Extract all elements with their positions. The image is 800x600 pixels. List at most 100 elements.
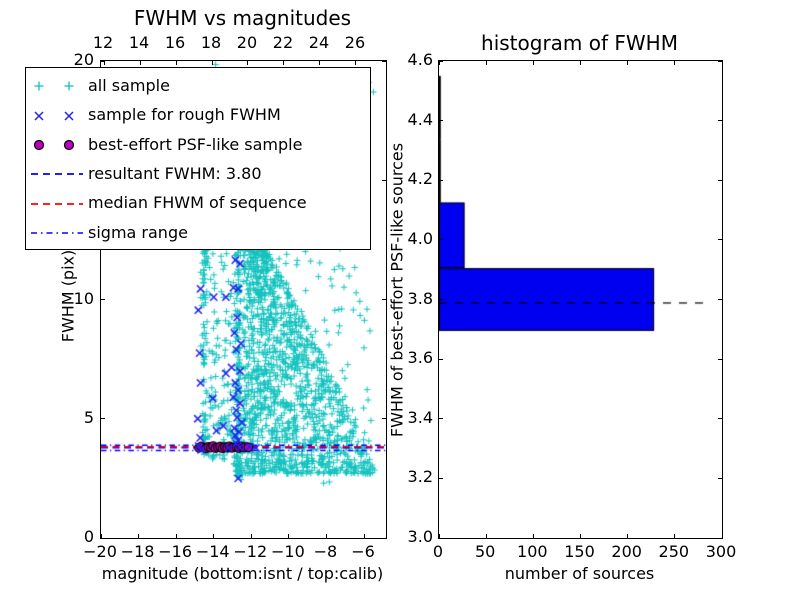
right-plot-title: histogram of FWHM <box>481 31 678 55</box>
tick-mark <box>439 60 443 62</box>
legend-symbol-dashdot-line <box>31 232 83 234</box>
left-xaxis-label: magnitude (bottom:isnt / top:calib) <box>101 564 384 583</box>
tick-mark <box>439 299 443 300</box>
tick-mark <box>718 239 722 241</box>
right-xaxis-label: number of sources <box>504 564 655 583</box>
tick-label: −16 <box>158 542 193 561</box>
legend-entry: sigma range <box>26 218 370 247</box>
tick-mark <box>382 60 386 62</box>
tick-mark <box>718 60 722 62</box>
tick-label: 18 <box>200 33 222 52</box>
tick-mark <box>175 61 177 65</box>
tick-mark <box>363 534 365 538</box>
legend-entry: median FHWM of sequence <box>26 189 370 218</box>
tick-label: 14 <box>128 33 150 52</box>
tick-label: −6 <box>351 542 375 561</box>
legend-entry-label: resultant FWHM: 3.80 <box>88 164 262 184</box>
tick-mark <box>438 61 440 65</box>
tick-mark <box>101 537 105 539</box>
legend: all sample sample for rough FWHM best-effo… <box>25 67 371 250</box>
tick-label: 24 <box>308 33 330 52</box>
legend-entry: best-effort PSF-like sample <box>26 130 370 159</box>
tick-label: 3.8 <box>407 288 433 308</box>
tick-label: 300 <box>705 542 737 561</box>
tick-mark <box>485 61 487 65</box>
tick-label: −18 <box>120 542 155 561</box>
tick-mark <box>382 418 386 420</box>
legend-entry-label: all sample <box>88 75 170 95</box>
legend-entry: resultant FWHM: 3.80 <box>26 159 370 188</box>
tick-mark <box>100 534 102 538</box>
tick-mark <box>382 179 386 181</box>
tick-mark <box>439 179 443 181</box>
tick-mark <box>718 179 722 181</box>
legend-entry-label: best-effort PSF-like sample <box>88 134 303 154</box>
tick-mark <box>101 418 105 420</box>
tick-mark <box>721 534 723 538</box>
legend-symbol-dashed-line <box>31 173 83 176</box>
tick-mark <box>439 239 443 241</box>
tick-mark <box>138 534 140 538</box>
tick-mark <box>439 358 443 360</box>
tick-mark <box>532 61 534 65</box>
tick-label: 4.2 <box>407 169 433 189</box>
tick-label: 4.6 <box>407 50 433 69</box>
tick-label: 20 <box>73 50 94 69</box>
tick-mark <box>439 537 443 539</box>
legend-entry-label: sample for rough FWHM <box>88 105 281 125</box>
tick-label: 100 <box>517 542 548 561</box>
tick-mark <box>485 534 487 538</box>
legend-symbol-dashed-line <box>31 202 83 205</box>
tick-mark <box>674 61 676 65</box>
tick-mark <box>325 534 327 538</box>
legend-symbol-x-x <box>34 111 74 121</box>
tick-mark <box>718 537 722 539</box>
tick-mark <box>211 61 213 65</box>
legend-entry: all sample <box>26 71 370 100</box>
tick-mark <box>721 61 723 65</box>
tick-mark <box>382 299 386 300</box>
tick-mark <box>718 418 722 420</box>
tick-label: 4.0 <box>407 228 433 248</box>
tick-label: 150 <box>564 542 595 561</box>
tick-mark <box>213 534 215 538</box>
left-plot-title: FWHM vs magnitudes <box>133 6 352 30</box>
tick-label: 3.6 <box>407 348 433 368</box>
tick-label: 4.4 <box>407 109 433 129</box>
tick-label: 250 <box>658 542 690 561</box>
tick-mark <box>580 61 581 65</box>
tick-label: 0 <box>432 542 444 561</box>
tick-mark <box>247 61 249 65</box>
fwhm-histogram-axes <box>438 60 723 539</box>
tick-mark <box>101 299 105 300</box>
tick-mark <box>718 120 722 122</box>
tick-mark <box>139 61 141 65</box>
legend-entry-label: median FHWM of sequence <box>88 193 307 213</box>
tick-label: 20 <box>236 33 258 52</box>
legend-entry: sample for rough FWHM <box>26 100 370 129</box>
tick-mark <box>439 120 443 122</box>
tick-label: 5 <box>83 407 94 427</box>
tick-mark <box>439 477 443 479</box>
tick-label: 200 <box>611 542 642 561</box>
tick-mark <box>438 534 440 538</box>
tick-mark <box>288 534 290 538</box>
tick-mark <box>718 358 722 360</box>
legend-entry-label: sigma range <box>88 222 188 242</box>
tick-label: −12 <box>233 542 268 561</box>
tick-mark <box>718 477 722 479</box>
tick-label: 0 <box>83 527 94 546</box>
tick-label: −20 <box>83 542 117 561</box>
tick-mark <box>355 61 357 65</box>
tick-label: 16 <box>164 33 186 52</box>
tick-mark <box>627 61 629 65</box>
tick-mark <box>532 534 534 538</box>
legend-symbol-plus-plus <box>34 81 74 91</box>
tick-mark <box>580 534 581 538</box>
tick-label: 22 <box>272 33 294 52</box>
tick-label: 3.4 <box>407 407 433 427</box>
histogram-canvas <box>439 61 722 538</box>
tick-label: −10 <box>270 542 305 561</box>
tick-mark <box>103 61 105 65</box>
